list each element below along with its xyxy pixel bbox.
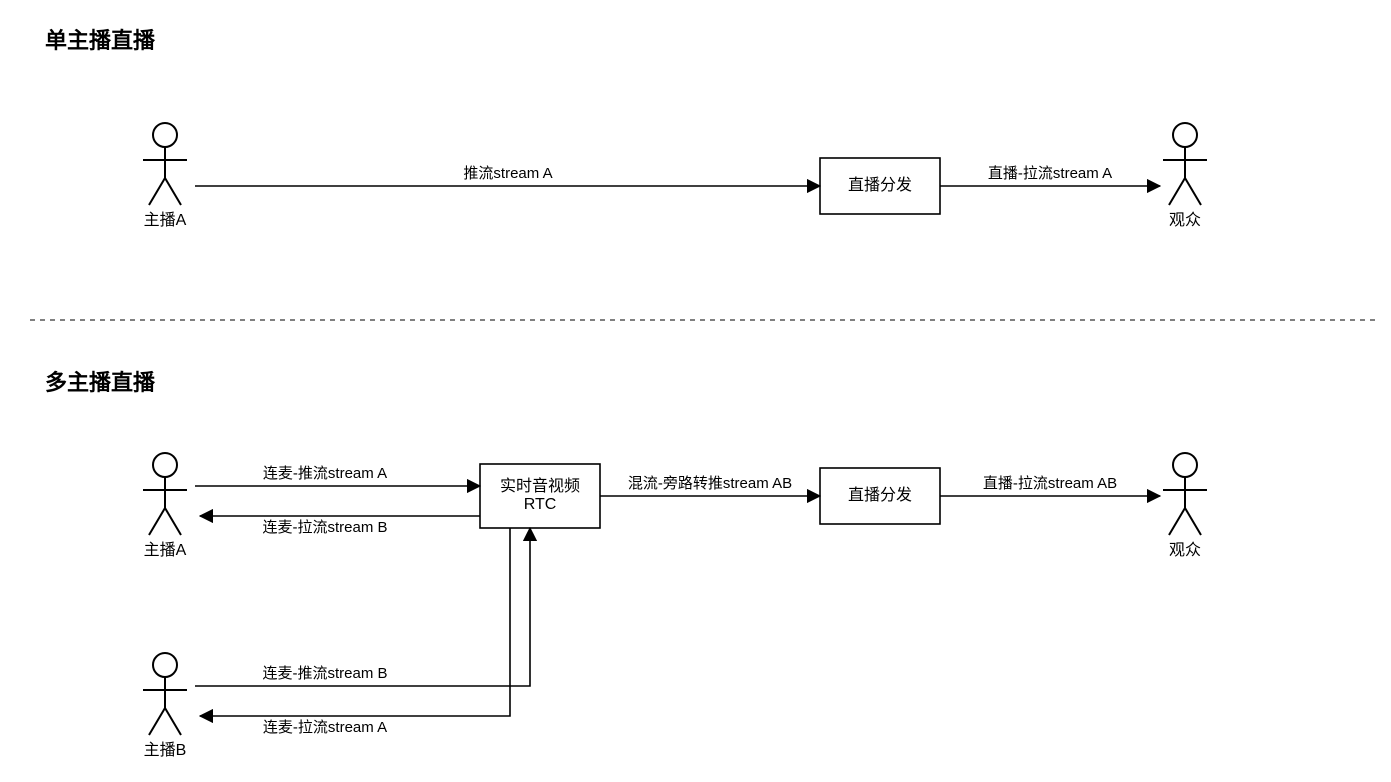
node-label: 直播分发: [848, 486, 912, 504]
edge-e2: 直播-拉流stream A: [940, 165, 1160, 186]
actor-s_hostA: 主播A: [143, 123, 187, 229]
actor-m_hostA: 主播A: [143, 453, 187, 559]
actor-m_viewer: 观众: [1163, 453, 1207, 559]
node-s_dist: 直播分发: [820, 158, 940, 214]
edge-label: 混流-旁路转推stream AB: [628, 475, 792, 492]
node-label: 实时音视频: [500, 477, 580, 495]
actor-label: 主播B: [144, 741, 187, 759]
edge-e1: 推流stream A: [195, 165, 820, 186]
edge-label: 连麦-拉流stream A: [263, 719, 387, 736]
actor-s_viewer: 观众: [1163, 123, 1207, 229]
node-m_dist: 直播分发: [820, 468, 940, 524]
actor-label: 观众: [1169, 211, 1201, 229]
edge-e5: 连麦-推流stream B: [195, 528, 530, 686]
actor-label: 主播A: [144, 211, 187, 229]
edge-e8: 直播-拉流stream AB: [940, 475, 1160, 496]
edge-label: 直播-拉流stream A: [988, 165, 1112, 182]
node-label: 直播分发: [848, 176, 912, 194]
edge-e7: 混流-旁路转推stream AB: [600, 475, 820, 496]
edge-e6: 连麦-拉流stream A: [200, 528, 510, 736]
node-m_rtc: 实时音视频RTC: [480, 464, 600, 528]
edge-e4: 连麦-拉流stream B: [200, 516, 480, 536]
edge-label: 直播-拉流stream AB: [983, 475, 1117, 492]
actor-m_hostB: 主播B: [143, 653, 187, 759]
actor-label: 主播A: [144, 541, 187, 559]
section-title: 多主播直播: [45, 370, 156, 395]
edge-label: 推流stream A: [463, 165, 552, 182]
edge-label: 连麦-推流stream B: [262, 665, 387, 682]
edge-label: 连麦-拉流stream B: [262, 519, 387, 536]
actor-label: 观众: [1169, 541, 1201, 559]
section-title: 单主播直播: [45, 28, 156, 53]
edge-e3: 连麦-推流stream A: [195, 465, 480, 486]
node-label: RTC: [524, 496, 557, 513]
edge-label: 连麦-推流stream A: [263, 465, 387, 482]
